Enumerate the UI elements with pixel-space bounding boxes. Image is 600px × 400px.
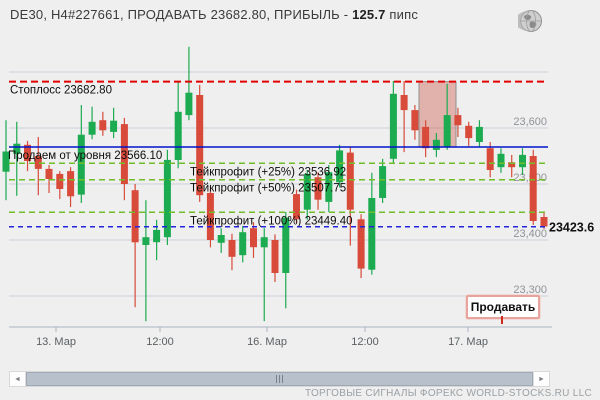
x-axis-label: 12:00	[351, 336, 379, 348]
candle	[228, 240, 236, 257]
candle	[508, 162, 516, 168]
entry-label: Продаем от уровня 23566.10	[8, 150, 162, 162]
candle	[475, 126, 483, 142]
scroll-left-arrow-icon: ◄	[14, 375, 21, 383]
candle	[110, 120, 118, 132]
candle	[282, 217, 290, 273]
candle	[99, 120, 107, 131]
candle	[529, 156, 537, 221]
candle	[34, 156, 42, 169]
candle	[540, 217, 548, 227]
candle	[77, 134, 85, 195]
candle	[260, 237, 268, 248]
candle	[368, 198, 376, 270]
scroll-right-arrow-icon: ►	[538, 375, 545, 383]
takeprofit-1-label: Тейкпрофит (+25%) 23536.92	[190, 166, 346, 178]
x-axis-label: 17. Мар	[448, 336, 488, 348]
candle	[465, 125, 473, 139]
candle	[142, 237, 150, 245]
candle	[422, 126, 430, 149]
takeprofit-3-line: Тейкпрофит (+100%) 23449.40	[9, 211, 548, 227]
signal-title: DE30, H4#227661, ПРОДАВАТЬ 23682.80, ПРИ…	[10, 7, 418, 22]
candles	[2, 46, 548, 322]
stoploss-label: Стоплосс 23682.80	[10, 85, 112, 97]
candle	[185, 92, 193, 116]
candle	[250, 228, 257, 248]
x-axis-label: 16. Мар	[247, 336, 287, 348]
candle	[13, 143, 21, 154]
thumb-grip-icon	[276, 375, 277, 383]
candle	[346, 152, 354, 210]
candle	[379, 166, 387, 198]
candle	[24, 144, 31, 161]
candle	[497, 153, 505, 168]
candle	[196, 95, 204, 196]
profit-value: 125.7	[352, 7, 386, 22]
candle	[519, 154, 526, 168]
current-price-label: 23423.6	[549, 220, 594, 234]
candle	[293, 194, 300, 220]
candle	[153, 229, 161, 243]
takeprofit-3-label: Тейкпрофит (+100%) 23449.40	[190, 215, 353, 227]
candle	[486, 148, 494, 170]
entry-line: Продаем от уровня 23566.10	[8, 146, 548, 162]
candle	[303, 173, 311, 210]
y-axis-label: 23,600	[513, 116, 547, 128]
candle	[2, 151, 10, 172]
x-axis-label: 13. Мар	[36, 336, 76, 348]
candle	[45, 168, 53, 179]
takeprofit-2-label: Тейкпрофит (+50%) 23507.75	[190, 183, 346, 195]
candle	[239, 232, 247, 256]
candle	[432, 139, 440, 150]
candle	[314, 177, 322, 200]
y-axis-label: 23,400	[513, 228, 547, 240]
takeprofit-2-line: Тейкпрофит (+50%) 23507.75	[9, 178, 548, 195]
candle	[120, 124, 128, 184]
scroll-right-button[interactable]: ►	[533, 372, 549, 386]
candle	[163, 159, 171, 238]
candle	[88, 121, 96, 135]
candle	[336, 150, 344, 183]
provider-credit: ТОРГОВЫЕ СИГНАЛЫ ФОРЕКС WORLD-STOCKS.RU …	[304, 388, 592, 399]
candle	[174, 111, 182, 160]
candle	[271, 240, 279, 273]
candle	[67, 171, 75, 197]
candle	[56, 173, 64, 189]
candle	[217, 235, 225, 243]
signal-title-text: DE30, H4#227661, ПРОДАВАТЬ 23682.80, ПРИ…	[10, 7, 353, 22]
horizontal-scrollbar[interactable]: ◄ ►	[9, 371, 550, 387]
candle	[411, 110, 419, 131]
stoploss-line: Стоплосс 23682.80	[9, 80, 548, 97]
candle	[443, 115, 451, 147]
candle	[357, 219, 365, 269]
x-axis: 13. Мар 12:00 16. Мар 12:00 17. Мар	[9, 326, 552, 348]
sell-marker-tick	[501, 316, 503, 324]
scrollbar-thumb[interactable]	[26, 372, 533, 386]
candle	[400, 95, 408, 111]
sell-button[interactable]: Продавать	[466, 295, 540, 319]
candle	[131, 190, 139, 243]
globe-icon[interactable]	[518, 8, 544, 34]
candle	[325, 172, 333, 202]
x-axis-label: 12:00	[146, 336, 174, 348]
y-axis-label: 23,300	[513, 284, 547, 296]
candle	[454, 115, 462, 126]
scroll-left-button[interactable]: ◄	[10, 372, 26, 386]
candle	[389, 93, 397, 159]
takeprofit-1-line: Тейкпрофит (+25%) 23536.92	[9, 162, 548, 178]
candle	[206, 193, 214, 240]
profit-units: пипс	[385, 7, 419, 22]
